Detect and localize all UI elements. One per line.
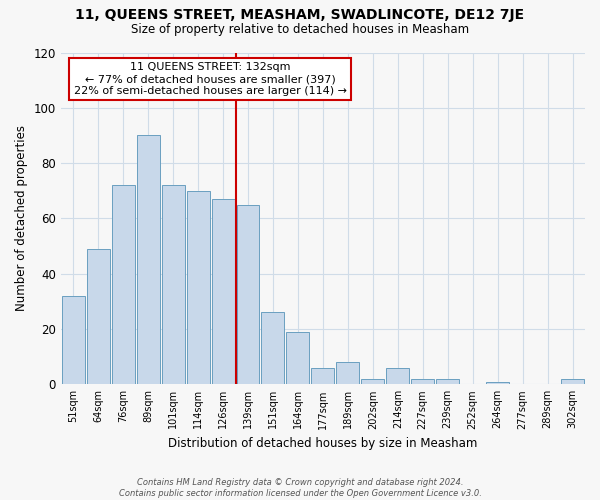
Bar <box>262 312 284 384</box>
Bar <box>87 249 110 384</box>
X-axis label: Distribution of detached houses by size in Measham: Distribution of detached houses by size … <box>168 437 478 450</box>
Bar <box>286 332 310 384</box>
Bar <box>212 199 235 384</box>
Bar <box>411 379 434 384</box>
Bar <box>161 185 185 384</box>
Y-axis label: Number of detached properties: Number of detached properties <box>15 126 28 312</box>
Bar <box>311 368 334 384</box>
Bar <box>187 191 209 384</box>
Text: Size of property relative to detached houses in Measham: Size of property relative to detached ho… <box>131 22 469 36</box>
Bar <box>486 382 509 384</box>
Bar <box>112 185 134 384</box>
Bar <box>386 368 409 384</box>
Text: Contains HM Land Registry data © Crown copyright and database right 2024.
Contai: Contains HM Land Registry data © Crown c… <box>119 478 481 498</box>
Text: 11, QUEENS STREET, MEASHAM, SWADLINCOTE, DE12 7JE: 11, QUEENS STREET, MEASHAM, SWADLINCOTE,… <box>76 8 524 22</box>
Bar <box>137 136 160 384</box>
Bar <box>561 379 584 384</box>
Text: 11 QUEENS STREET: 132sqm
← 77% of detached houses are smaller (397)
22% of semi-: 11 QUEENS STREET: 132sqm ← 77% of detach… <box>74 62 347 96</box>
Bar <box>361 379 385 384</box>
Bar <box>62 296 85 384</box>
Bar <box>436 379 459 384</box>
Bar <box>236 204 259 384</box>
Bar <box>337 362 359 384</box>
